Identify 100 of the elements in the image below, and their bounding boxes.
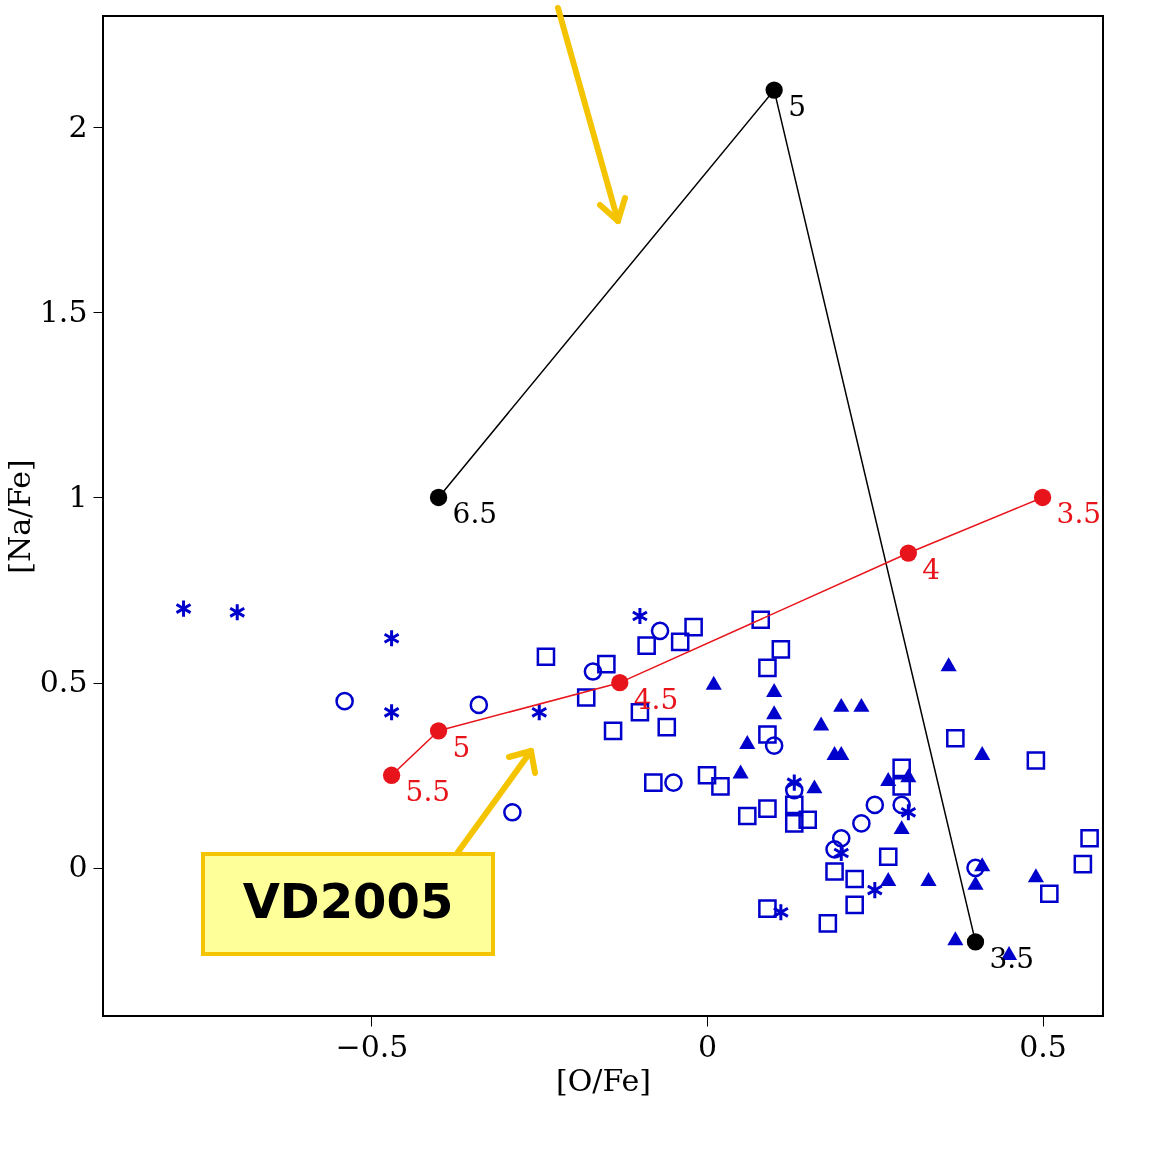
point <box>737 806 757 826</box>
y-tick-label: 0.5 <box>39 664 88 700</box>
annotation: 4.5 <box>633 682 679 716</box>
point <box>670 632 690 652</box>
annotation: 5.5 <box>405 775 451 809</box>
point <box>772 902 790 922</box>
point <box>583 662 603 681</box>
point <box>603 721 623 741</box>
point <box>785 773 803 793</box>
point <box>974 857 991 872</box>
point <box>966 858 985 878</box>
point <box>946 728 965 748</box>
point <box>947 931 964 946</box>
point <box>1080 828 1099 848</box>
point <box>974 746 991 761</box>
y-tick-label: 0 <box>68 849 88 885</box>
point <box>853 697 870 712</box>
point <box>765 81 783 99</box>
point <box>1026 751 1046 770</box>
x-tick-label: 0 <box>697 1028 718 1064</box>
point <box>758 725 777 744</box>
point <box>766 683 783 698</box>
point <box>880 871 897 886</box>
point <box>697 765 717 785</box>
y-tick-label: 2 <box>68 108 88 144</box>
annotation: 5 <box>788 90 806 124</box>
x-axis-title: [O/Fe] <box>555 1062 652 1098</box>
point <box>637 636 656 655</box>
point <box>845 895 864 915</box>
point <box>732 764 749 779</box>
point <box>530 702 548 722</box>
point <box>899 544 918 562</box>
point <box>576 688 596 707</box>
point <box>382 766 401 784</box>
point <box>631 606 649 626</box>
point <box>1033 488 1052 507</box>
point <box>705 675 722 690</box>
point <box>920 871 937 886</box>
point <box>1073 854 1093 874</box>
point <box>758 658 777 678</box>
point <box>865 795 885 815</box>
x-tick-label: 0.5 <box>1019 1028 1067 1064</box>
point <box>1027 868 1044 883</box>
point <box>664 773 683 792</box>
y-tick-label: 1 <box>68 478 88 514</box>
point <box>684 617 703 637</box>
point <box>429 722 448 740</box>
point <box>758 899 777 918</box>
point <box>852 814 871 833</box>
point <box>644 773 663 792</box>
point <box>739 734 756 749</box>
point <box>878 847 898 867</box>
point <box>966 933 985 951</box>
annotation: 5 <box>452 730 471 764</box>
point <box>771 640 791 659</box>
point <box>335 691 354 711</box>
point <box>892 758 911 778</box>
point <box>798 810 818 830</box>
point <box>893 820 910 835</box>
point <box>833 697 850 712</box>
annotation: 6.5 <box>452 497 498 531</box>
point <box>900 768 917 783</box>
point <box>711 777 730 796</box>
point <box>175 599 193 619</box>
point <box>813 716 830 731</box>
point <box>383 702 401 722</box>
annotation: 3.5 <box>989 941 1035 975</box>
point <box>880 771 897 786</box>
point <box>611 674 629 692</box>
point <box>825 862 844 881</box>
point <box>866 880 884 900</box>
point <box>784 814 804 833</box>
y-axis-title: [Na/Fe] <box>1 459 37 574</box>
point <box>657 717 677 737</box>
annotation: 3.5 <box>1056 497 1102 531</box>
point <box>383 628 401 648</box>
y-tick-label: 1.5 <box>39 293 88 329</box>
annotation: 4 <box>922 553 941 587</box>
point <box>831 828 851 848</box>
point <box>766 705 783 720</box>
point <box>818 914 838 933</box>
point <box>536 647 556 667</box>
x-tick-label: −0.5 <box>335 1028 409 1064</box>
point <box>597 654 616 674</box>
point <box>503 803 522 822</box>
point <box>751 610 771 630</box>
point <box>758 799 777 818</box>
point <box>967 875 984 890</box>
point <box>764 736 784 755</box>
point <box>650 621 670 641</box>
point <box>228 602 246 622</box>
point <box>940 657 957 672</box>
point <box>1040 884 1059 904</box>
point <box>784 795 804 815</box>
point <box>845 869 864 889</box>
point <box>429 488 448 507</box>
annotation: VD2005 <box>242 873 454 929</box>
point <box>806 779 823 794</box>
point <box>469 695 489 715</box>
point <box>892 777 911 796</box>
